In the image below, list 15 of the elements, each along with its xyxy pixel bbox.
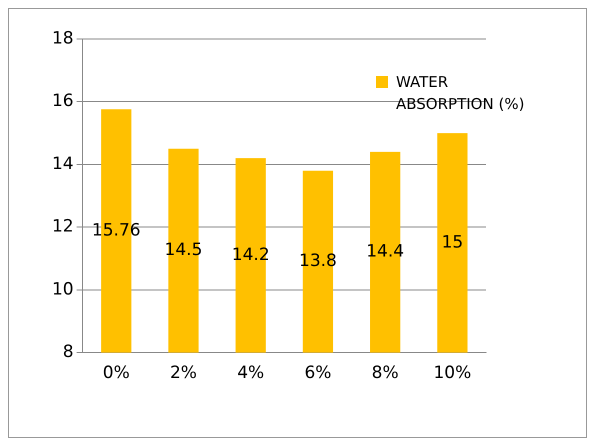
y-tick-label: 10 — [52, 279, 74, 300]
x-tick-label: 2% — [170, 363, 197, 384]
x-tick-label: 4% — [237, 363, 264, 384]
data-label: 15 — [442, 232, 464, 252]
x-tick-label: 8% — [372, 363, 399, 384]
data-label: 15.76 — [92, 220, 141, 240]
y-tick-label: 16 — [52, 91, 74, 112]
x-tick-label: 6% — [304, 363, 332, 384]
x-tick-label: 0% — [102, 363, 130, 384]
x-tick-label: 10% — [433, 363, 472, 384]
legend-label: WATER ABSORPTION (%) — [396, 72, 526, 115]
y-tick-label: 8 — [62, 342, 74, 362]
y-tick-label: 18 — [52, 28, 74, 48]
y-tick-label: 14 — [52, 154, 74, 174]
y-tick-label: 12 — [52, 216, 74, 237]
